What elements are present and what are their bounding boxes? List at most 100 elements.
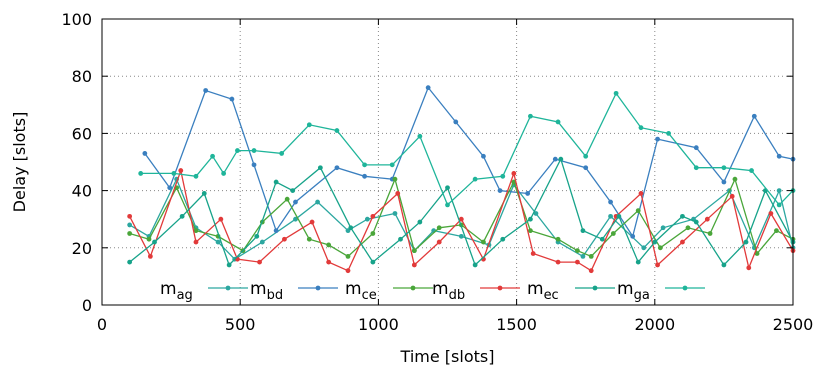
data-point: [768, 211, 774, 216]
legend-label: mce: [345, 279, 377, 303]
data-point: [575, 259, 580, 265]
data-point: [721, 262, 727, 268]
data-point: [707, 231, 713, 236]
x-tick-label: 1500: [496, 315, 537, 334]
data-point: [472, 176, 478, 182]
data-point: [746, 265, 752, 271]
data-point: [179, 213, 185, 219]
data-point: [167, 185, 173, 191]
y-tick-label: 40: [72, 182, 92, 201]
data-point: [142, 151, 148, 156]
data-point: [273, 228, 279, 234]
data-point: [693, 219, 699, 225]
y-tick-label: 100: [61, 10, 92, 29]
data-point: [411, 248, 417, 254]
data-point: [732, 176, 738, 182]
legend-item-m-ga: mga: [617, 279, 705, 303]
data-point: [588, 253, 594, 259]
data-point: [221, 171, 227, 176]
x-tick-label: 500: [225, 315, 256, 334]
legend-label: mag: [160, 279, 193, 303]
data-point: [580, 228, 586, 234]
data-point: [558, 156, 564, 162]
data-point: [655, 262, 660, 268]
data-point: [445, 185, 450, 191]
legend-item-m-db: mdb: [432, 279, 520, 303]
data-point: [599, 236, 605, 242]
data-point: [638, 125, 644, 131]
data-point: [398, 236, 403, 242]
legend-item-m-bd: mbd: [250, 279, 338, 303]
data-point: [525, 191, 531, 196]
data-point: [345, 268, 351, 274]
data-point: [193, 173, 199, 179]
plot-frame: [101, 18, 794, 306]
data-point: [146, 236, 152, 242]
data-point: [729, 193, 735, 199]
data-point: [348, 225, 354, 231]
data-point: [309, 219, 315, 225]
data-point: [257, 259, 262, 265]
data-point: [425, 85, 431, 91]
y-tick-label: 60: [72, 124, 92, 143]
series-m-db: [127, 168, 796, 274]
data-point: [306, 122, 312, 128]
data-point: [370, 213, 376, 219]
data-point: [326, 259, 332, 265]
legend-marker: [225, 285, 231, 291]
legend-item-m-ec: mec: [527, 279, 615, 303]
data-point: [254, 233, 260, 239]
data-point: [774, 228, 779, 234]
series-m-ga: [138, 90, 796, 208]
data-point: [282, 236, 287, 242]
data-point: [193, 239, 199, 245]
data-point: [751, 113, 757, 119]
data-point: [127, 259, 133, 265]
data-point: [588, 268, 594, 274]
legend-label: mga: [617, 279, 650, 303]
data-point: [259, 239, 265, 245]
data-point: [171, 171, 177, 176]
data-point: [530, 251, 536, 256]
data-point: [721, 179, 727, 185]
data-point: [500, 173, 506, 179]
data-point: [660, 225, 666, 231]
data-point: [555, 119, 561, 125]
series-line: [144, 86, 794, 239]
data-point: [152, 239, 157, 245]
legend-item-m-ag: mag: [160, 279, 248, 303]
data-point: [638, 191, 644, 196]
data-point: [334, 128, 340, 133]
data-point: [273, 179, 279, 185]
data-point: [685, 225, 691, 231]
data-point: [655, 136, 660, 142]
data-point: [680, 239, 685, 245]
data-point: [370, 231, 376, 236]
x-tick-label: 2000: [634, 315, 675, 334]
data-point: [743, 239, 749, 245]
data-point: [226, 262, 232, 268]
data-point: [776, 188, 782, 194]
data-point: [575, 248, 580, 254]
data-point: [317, 165, 323, 171]
data-point: [392, 211, 398, 216]
series-m-ec: [127, 156, 796, 268]
data-point: [610, 231, 616, 236]
data-point: [326, 242, 332, 248]
series-line: [129, 157, 794, 267]
data-point: [616, 213, 622, 219]
data-point: [528, 216, 533, 222]
data-point: [528, 228, 533, 234]
legend-marker: [315, 285, 321, 291]
data-point: [362, 173, 367, 179]
data-point: [704, 216, 710, 222]
data-point: [203, 88, 209, 93]
x-axis-label: Time [slots]: [400, 347, 495, 365]
data-point: [458, 233, 464, 239]
data-point: [635, 259, 641, 265]
data-point: [555, 259, 561, 265]
grid-lines: [102, 19, 793, 305]
x-tick-label: 1000: [358, 315, 399, 334]
data-point: [251, 162, 257, 168]
